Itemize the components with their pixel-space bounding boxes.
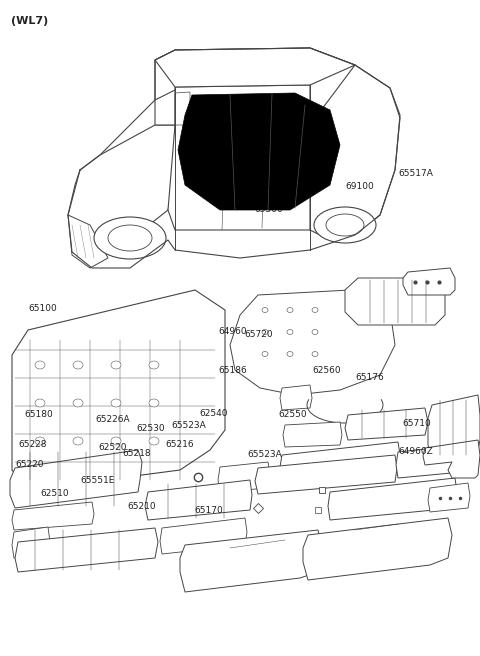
Text: 65720: 65720 xyxy=(245,330,274,339)
Text: 65218: 65218 xyxy=(122,449,151,459)
Text: 64960: 64960 xyxy=(218,327,247,336)
Text: 64960Z: 64960Z xyxy=(398,447,433,456)
Polygon shape xyxy=(12,502,94,530)
Ellipse shape xyxy=(149,399,159,407)
Ellipse shape xyxy=(111,437,121,445)
Polygon shape xyxy=(255,455,397,494)
Ellipse shape xyxy=(326,214,364,236)
Ellipse shape xyxy=(94,217,166,259)
Ellipse shape xyxy=(73,437,83,445)
Text: 65523A: 65523A xyxy=(247,450,282,459)
Ellipse shape xyxy=(312,352,318,356)
Ellipse shape xyxy=(35,437,45,445)
Polygon shape xyxy=(12,290,225,490)
Ellipse shape xyxy=(111,361,121,369)
Polygon shape xyxy=(328,478,457,520)
Polygon shape xyxy=(218,462,270,492)
Ellipse shape xyxy=(73,361,83,369)
Polygon shape xyxy=(68,215,108,268)
Ellipse shape xyxy=(262,329,268,335)
Polygon shape xyxy=(155,48,355,87)
Ellipse shape xyxy=(312,329,318,335)
Ellipse shape xyxy=(108,225,152,251)
Text: 65100: 65100 xyxy=(29,304,58,313)
Polygon shape xyxy=(303,518,452,580)
Ellipse shape xyxy=(262,308,268,312)
Ellipse shape xyxy=(73,399,83,407)
Polygon shape xyxy=(280,385,312,410)
Polygon shape xyxy=(403,268,455,295)
Ellipse shape xyxy=(312,308,318,312)
Text: 62510: 62510 xyxy=(41,489,70,498)
Text: 65216: 65216 xyxy=(166,440,194,449)
Text: 65176: 65176 xyxy=(355,373,384,382)
Text: 65220: 65220 xyxy=(15,460,44,469)
Polygon shape xyxy=(12,527,50,558)
Ellipse shape xyxy=(314,207,376,243)
Text: 65226A: 65226A xyxy=(95,415,130,424)
Polygon shape xyxy=(178,93,340,210)
Text: 62520: 62520 xyxy=(98,443,127,452)
Text: 62550: 62550 xyxy=(278,410,307,419)
Polygon shape xyxy=(283,422,342,447)
Polygon shape xyxy=(168,85,310,230)
Polygon shape xyxy=(180,530,322,592)
Text: 69100: 69100 xyxy=(346,182,374,192)
Polygon shape xyxy=(10,450,142,508)
Polygon shape xyxy=(175,92,190,125)
Text: 65210: 65210 xyxy=(127,502,156,511)
Polygon shape xyxy=(423,440,480,478)
Ellipse shape xyxy=(262,352,268,356)
Text: 65523A: 65523A xyxy=(172,420,206,430)
Polygon shape xyxy=(230,290,395,395)
Polygon shape xyxy=(396,445,464,478)
Text: 65228: 65228 xyxy=(18,440,47,449)
Ellipse shape xyxy=(35,361,45,369)
Ellipse shape xyxy=(287,308,293,312)
Text: (WL7): (WL7) xyxy=(11,16,48,26)
Text: 65710: 65710 xyxy=(402,419,431,428)
Polygon shape xyxy=(428,395,480,458)
Ellipse shape xyxy=(287,352,293,356)
Polygon shape xyxy=(68,125,175,250)
Polygon shape xyxy=(310,65,400,240)
Polygon shape xyxy=(345,408,428,440)
Text: 65170: 65170 xyxy=(194,506,223,515)
Polygon shape xyxy=(428,483,470,512)
Text: 62540: 62540 xyxy=(199,409,228,418)
Ellipse shape xyxy=(287,329,293,335)
Polygon shape xyxy=(155,90,175,125)
Ellipse shape xyxy=(149,437,159,445)
Ellipse shape xyxy=(149,361,159,369)
Polygon shape xyxy=(145,480,252,520)
Polygon shape xyxy=(155,48,370,125)
Polygon shape xyxy=(280,442,400,480)
Text: 65180: 65180 xyxy=(24,410,53,419)
Text: 65551E: 65551E xyxy=(81,476,115,485)
Text: 62530: 62530 xyxy=(137,424,166,433)
Text: 65517A: 65517A xyxy=(398,169,433,178)
Text: 62560: 62560 xyxy=(312,366,341,375)
Ellipse shape xyxy=(111,399,121,407)
Text: 65500: 65500 xyxy=(254,205,283,215)
Text: 65186: 65186 xyxy=(218,366,247,375)
Polygon shape xyxy=(345,278,445,325)
Ellipse shape xyxy=(35,399,45,407)
Polygon shape xyxy=(15,528,158,572)
Polygon shape xyxy=(160,518,247,554)
